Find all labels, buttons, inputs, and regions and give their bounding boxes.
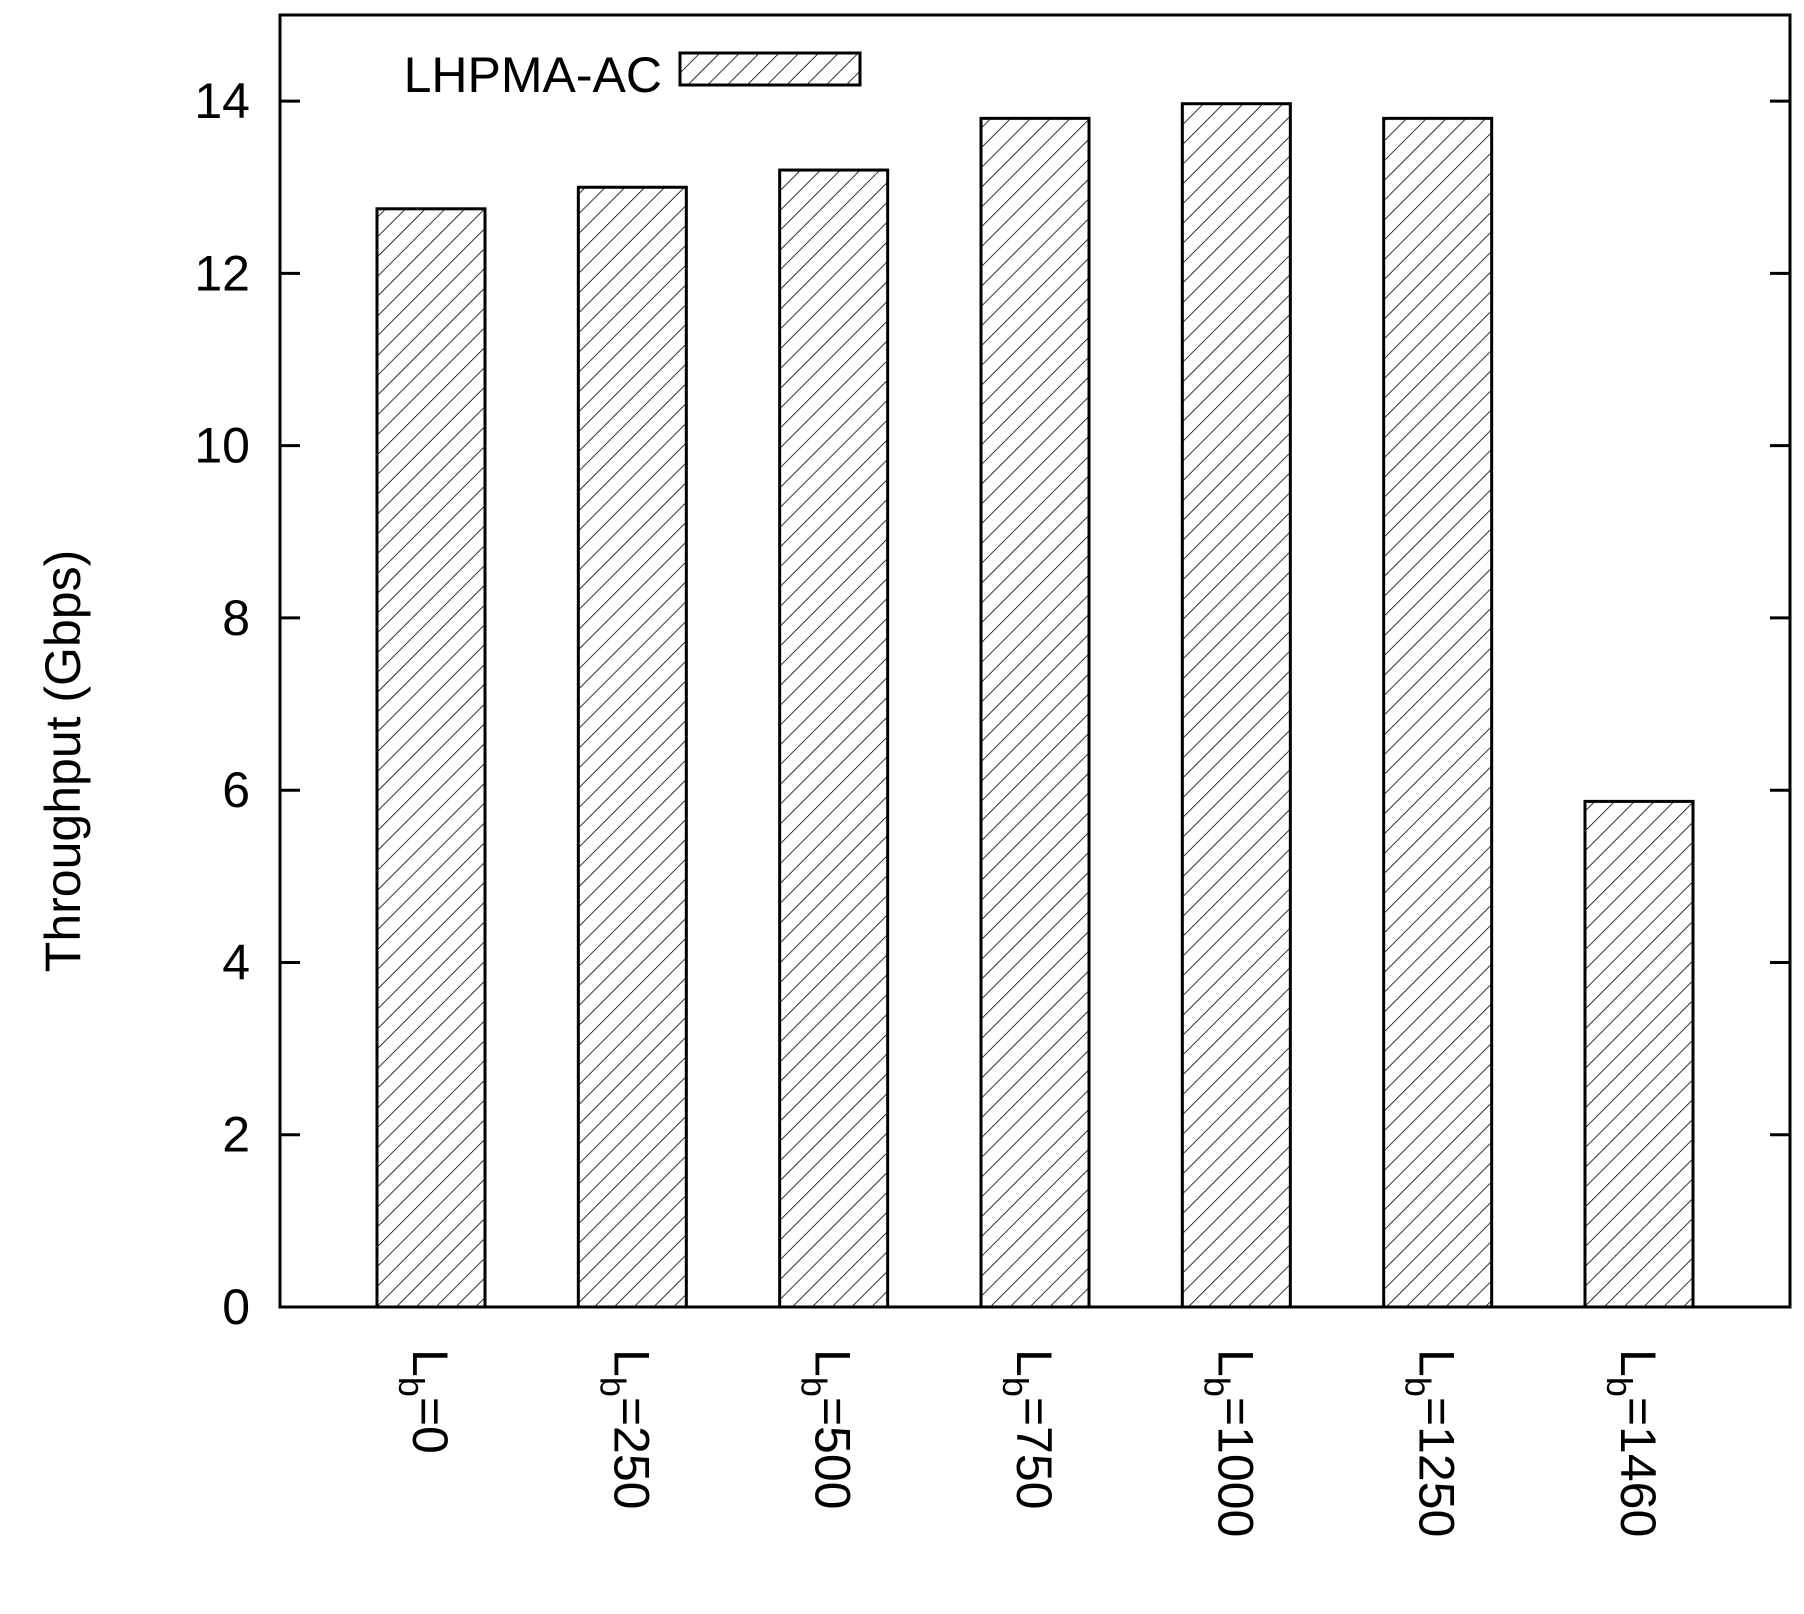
- bar: [778, 168, 890, 1309]
- y-tick-label: 0: [222, 1279, 250, 1335]
- y-axis-title: Throughput (Gbps): [35, 550, 91, 972]
- x-tick-label: Lb=500: [794, 1349, 861, 1509]
- legend-label: LHPMA-AC: [404, 47, 662, 103]
- x-tick-label: Lb=750: [995, 1349, 1062, 1509]
- y-tick-label: 10: [194, 418, 250, 474]
- bar-group: [375, 102, 1695, 1309]
- bar: [1583, 799, 1695, 1309]
- bar: [375, 207, 487, 1309]
- y-tick-label: 4: [222, 934, 250, 990]
- y-tick-label: 6: [222, 762, 250, 818]
- y-tick-label: 14: [194, 73, 250, 129]
- x-tick-label: Lb=1250: [1398, 1349, 1465, 1537]
- x-tick-label: Lb=0: [391, 1349, 458, 1454]
- bar: [1180, 102, 1292, 1309]
- x-tick-label: Lb=1000: [1196, 1349, 1263, 1537]
- y-axis: 0 2 4 6 8 10 12 14: [194, 73, 1790, 1335]
- y-tick-label: 12: [194, 245, 250, 301]
- y-tick-label: 2: [222, 1107, 250, 1163]
- plot-frame: [278, 13, 1792, 1309]
- bar: [1382, 116, 1494, 1309]
- y-tick-label: 8: [222, 590, 250, 646]
- legend: LHPMA-AC: [404, 47, 862, 103]
- legend-swatch: [678, 51, 862, 87]
- x-tick-label: Lb=1460: [1599, 1349, 1666, 1537]
- bar: [979, 116, 1091, 1309]
- x-tick-label: Lb=250: [592, 1349, 659, 1509]
- bar: [576, 185, 688, 1309]
- x-axis: Lb=0 Lb=250 Lb=500 Lb=750 Lb=1000 Lb=1250 Lb=1…: [391, 1349, 1666, 1537]
